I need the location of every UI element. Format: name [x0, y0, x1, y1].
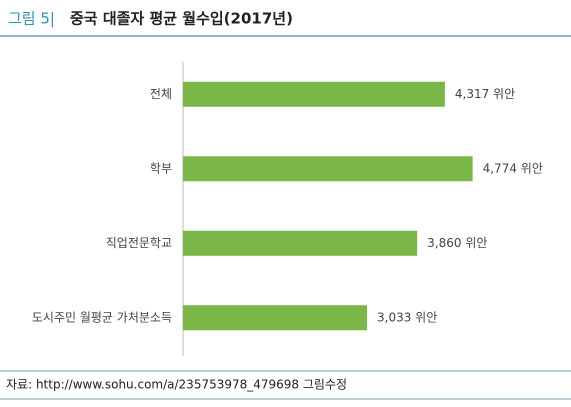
y-tick-label: 학부	[150, 161, 172, 175]
data-label: 3,033 위안	[377, 310, 437, 324]
figure-label: 그림 5|	[8, 10, 55, 28]
bar	[183, 305, 368, 331]
data-label: 4,317 위안	[455, 87, 515, 101]
y-tick-label: 직업전문학교	[106, 236, 172, 250]
data-label: 4,774 위안	[483, 161, 543, 175]
chart-title: 중국 대졸자 평균 월수입(2017년)	[70, 10, 293, 28]
data-label: 3,860 위안	[427, 236, 487, 250]
source-note: 자료: http://www.sohu.com/a/235753978_4796…	[6, 378, 347, 392]
y-tick-label: 도시주민 월평균 가처분소득	[32, 310, 172, 324]
bar	[183, 81, 445, 107]
bar	[183, 156, 473, 182]
bar	[183, 230, 418, 256]
y-tick-label: 전체	[150, 87, 172, 101]
